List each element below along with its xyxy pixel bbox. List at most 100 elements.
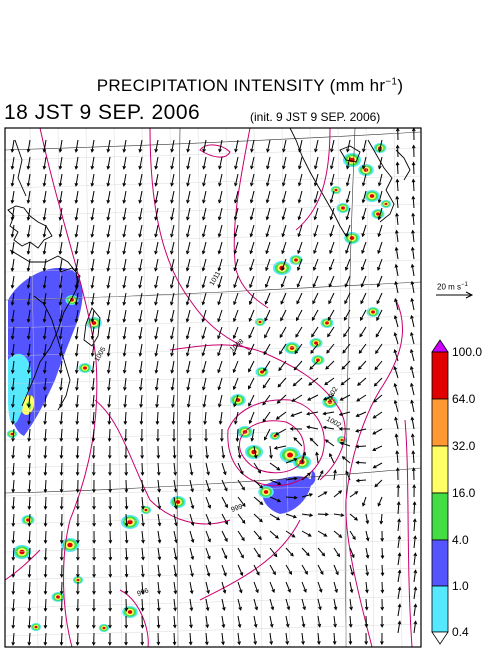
wind-vector-head [186,216,190,221]
wind-vector-head [355,444,360,449]
wind-vector [233,377,239,390]
wind-vector [333,530,342,538]
wind-vector-head [338,490,343,494]
wind-vector-head [345,216,350,221]
precip-cell [384,202,388,206]
wind-vector [234,173,239,186]
wind-vector-head [306,552,310,557]
wind-vector [171,377,175,390]
lat-lon-grid [4,127,422,648]
grid-line [345,127,356,648]
wind-vector [269,581,275,593]
wind-vector-head [218,148,222,153]
wind-vector [203,139,207,152]
wind-vector [218,224,223,237]
wind-vector [395,281,399,294]
wind-vector-head [59,438,64,443]
wind-vector-head [58,250,63,255]
wind-vector-head [380,641,384,646]
wind-vector-head [345,199,350,204]
wind-vector-head [335,571,339,576]
wind-vector [141,530,144,543]
wind-vector-head [395,161,400,166]
wind-vector [413,553,416,566]
wind-vector [218,377,223,390]
wind-vector-head [26,267,31,272]
wind-vector-head [237,624,242,629]
wind-vector-head [124,455,128,460]
wind-vector [202,258,207,271]
wind-vector [44,496,47,509]
wind-vector [265,275,271,288]
wind-vector [280,309,287,321]
wind-vector-head [43,539,48,544]
wind-vector-head [58,182,63,187]
wind-vector-head [42,165,47,170]
grid-line [4,131,422,151]
wind-vector [205,581,210,594]
wind-vector [12,377,15,390]
wind-vector-head [59,472,64,477]
wind-vector-head [10,352,15,357]
wind-vector-head [281,250,285,255]
wind-vector-head [279,334,284,339]
wind-vector-head [394,416,398,421]
wind-vector [323,426,335,430]
wind-vector-head [362,148,366,153]
wind-vector-head [170,369,175,374]
wind-vector-head [174,505,178,510]
wind-vector [12,479,15,492]
wind-vector [276,411,287,420]
wind-vector-head [185,250,190,255]
wind-vector [221,564,227,576]
wind-vector [173,496,177,509]
wind-vector [250,224,255,237]
wind-vector-head [138,165,143,170]
wind-vector-head [172,455,177,460]
wind-vector-head [124,556,129,561]
wind-vector [218,241,223,254]
wind-vector-head [233,233,238,238]
wind-vector-head [74,284,79,289]
wind-vector-head [201,369,206,374]
wind-vector [107,207,111,220]
wind-vector-head [312,300,316,305]
wind-vector-head [411,161,416,166]
wind-vector-head [201,267,206,272]
wind-vector [342,343,351,354]
wind-vector [59,343,63,356]
wind-vector [28,377,31,390]
wind-vector-head [334,589,338,594]
wind-vector [410,349,415,362]
wind-vector-head [307,533,312,537]
wind-vector [202,360,207,373]
wind-vector [92,394,95,407]
wind-vector-head [328,266,333,271]
wind-vector-head [328,283,333,288]
wind-vector [28,428,31,441]
wind-vector-head [264,334,268,339]
wind-vector [171,156,175,169]
wind-vector [233,343,239,356]
wind-vector-head [74,369,79,374]
wind-vector [11,139,15,152]
wind-vector [76,360,79,373]
wind-vector-head [241,520,246,524]
wind-vector [75,326,79,339]
wind-vector-head [372,447,377,451]
wind-vector-head [173,471,177,476]
wind-vector-head [74,216,79,221]
wind-vector [155,139,159,152]
wind-vector [411,298,415,311]
wind-vector-head [92,506,96,510]
wind-vector [262,394,271,405]
wind-vector-head [124,624,129,629]
wind-vector [333,547,340,557]
wind-vector-head [154,369,159,374]
wind-vector-head [11,607,16,612]
wind-vector [358,343,367,354]
wind-vector-head [26,165,31,170]
wind-vector-head [92,539,96,544]
wind-vector [173,530,177,543]
wind-vector-head [157,522,162,527]
